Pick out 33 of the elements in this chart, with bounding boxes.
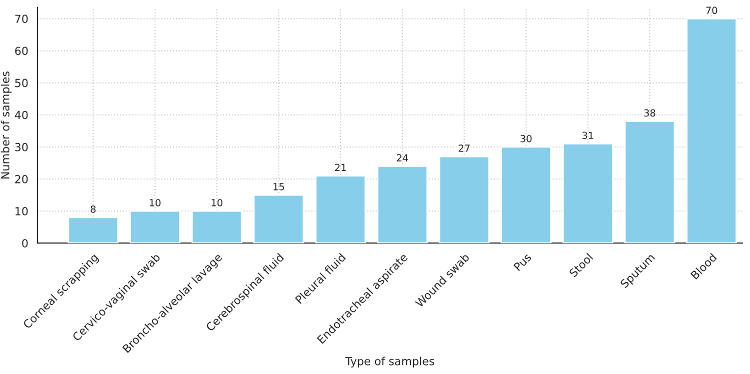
bar — [438, 156, 490, 244]
data-label: 10 — [212, 199, 222, 206]
bar — [500, 146, 552, 244]
data-label: 15 — [274, 183, 284, 190]
bar — [130, 210, 180, 244]
y-tick-label: 20 — [15, 174, 28, 184]
data-label: 10 — [150, 199, 161, 206]
x-tick-label: Pus — [513, 252, 532, 272]
data-label: 30 — [520, 134, 532, 142]
y-tick-label: 40 — [14, 110, 28, 120]
data-label: 8 — [90, 205, 96, 213]
data-label: 24 — [396, 154, 408, 162]
y-tick-label: 60 — [15, 46, 28, 56]
bar — [376, 165, 428, 244]
bar — [253, 194, 304, 244]
data-label: 38 — [644, 109, 656, 117]
bar — [315, 175, 366, 244]
bar — [562, 143, 614, 244]
y-tick-label: 0 — [22, 239, 28, 248]
x-axis-title: Type of samples — [345, 356, 434, 368]
y-tick-label: 10 — [16, 207, 28, 216]
data-label: 31 — [582, 132, 594, 140]
bar — [191, 210, 242, 244]
bar — [686, 18, 738, 244]
y-tick-label: 70 — [15, 14, 28, 24]
data-label: 27 — [458, 144, 470, 152]
data-label: 21 — [335, 164, 346, 171]
y-tick-label: 30 — [15, 142, 28, 152]
y-tick-label: 50 — [15, 78, 28, 88]
y-axis-title: Number of samples — [0, 72, 12, 178]
data-label: 70 — [706, 6, 718, 14]
bar — [624, 120, 676, 244]
bar — [68, 216, 119, 244]
